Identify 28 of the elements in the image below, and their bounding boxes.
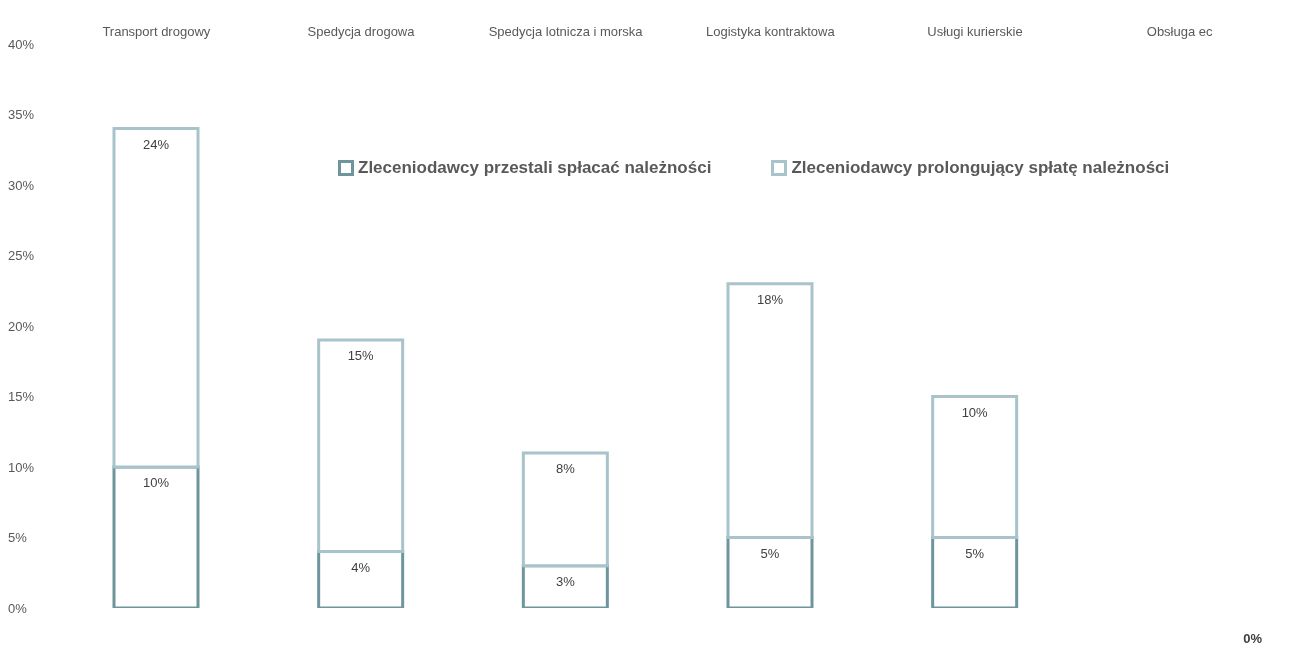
- text: 0%: [1243, 631, 1262, 646]
- y-tick-label: 15%: [8, 389, 35, 405]
- data-label: 5%: [760, 545, 780, 561]
- y-tick-label: 0%: [8, 600, 28, 616]
- x-tick-label: Transport drogowy: [102, 24, 211, 39]
- data-label: 15%: [347, 348, 375, 364]
- data-label: 8%: [555, 460, 576, 476]
- data-label: 24%: [142, 136, 170, 152]
- x-tick-label: Usługi kurierskie: [927, 24, 1023, 39]
- data-label: 18%: [756, 291, 784, 307]
- y-tick-label: 35%: [8, 107, 35, 123]
- x-tick-label: Obsługa ec: [1146, 24, 1214, 39]
- data-label: 10%: [142, 475, 170, 490]
- x-tick-label: Logistyka kontraktowa: [706, 24, 836, 39]
- legend-label: Zleceniodawcy prolongujący spłatę należności: [791, 158, 1170, 178]
- y-tick-label: 30%: [8, 177, 35, 193]
- data-label: 5%: [965, 545, 985, 561]
- y-tick-label: 20%: [8, 318, 35, 334]
- y-tick-label: 25%: [8, 248, 35, 264]
- y-tick-label: 10%: [8, 459, 35, 475]
- y-tick-label: 40%: [8, 36, 35, 52]
- x-tick-label: Spedycja drogowa: [307, 24, 416, 39]
- x-tick-label: Spedycja lotnicza i morska: [488, 24, 644, 39]
- data-label: 10%: [961, 404, 989, 420]
- data-label: 3%: [555, 573, 576, 589]
- data-label: 4%: [351, 559, 371, 575]
- legend-label: Zleceniodawcy przestali spłacać należności: [358, 158, 712, 178]
- y-tick-label: 5%: [8, 530, 28, 546]
